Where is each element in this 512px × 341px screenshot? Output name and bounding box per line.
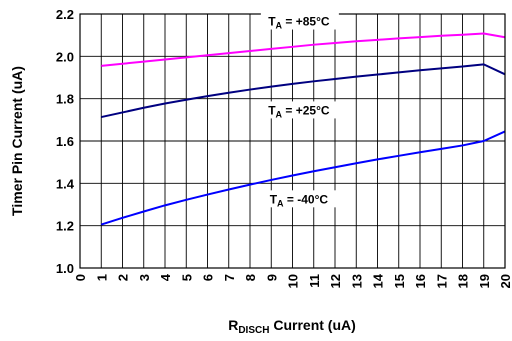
x-tick-label: 6: [201, 274, 216, 281]
x-tick-label: 15: [392, 274, 407, 288]
x-tick-label: 19: [477, 274, 492, 288]
x-tick-label: 14: [371, 273, 386, 288]
y-axis-title: Timer Pin Current (uA): [9, 66, 25, 216]
x-tick-label: 7: [222, 274, 237, 281]
x-tick-label: 1: [94, 274, 109, 281]
series-annotation: TA = -40°C: [260, 190, 339, 208]
annotation-background: [260, 101, 339, 119]
x-tick-label: 13: [349, 274, 364, 288]
annotations: TA = +85°C TA = +25°C TA = -40°C: [260, 12, 339, 208]
x-tick-label: 0: [73, 274, 88, 281]
x-axis-title: RDISCH Current (uA): [228, 317, 356, 336]
series-line: [100, 130, 506, 226]
series-line: [101, 32, 506, 67]
x-tick-label: 16: [413, 274, 428, 288]
x-tick-label: 20: [498, 274, 512, 288]
x-tick-label: 8: [243, 274, 258, 281]
x-axis-title-main: R: [228, 317, 238, 333]
y-tick-label: 1.0: [56, 261, 74, 276]
x-axis-title-rest: Current (uA): [269, 317, 355, 333]
y-tick-label: 2.0: [56, 49, 74, 64]
series-annotation: TA = +85°C: [260, 12, 339, 31]
x-tick-label: 5: [179, 274, 194, 281]
y-tick-labels: 1.0 1.2 1.4 1.6 1.8 2.0 2.2: [56, 7, 75, 276]
annotation-background: [260, 190, 339, 208]
y-tick-label: 1.6: [56, 134, 74, 149]
annotation-label: TA = +25°C: [268, 103, 330, 119]
grid: [79, 13, 506, 269]
x-tick-label: 10: [286, 274, 301, 288]
y-tick-label: 1.4: [56, 176, 75, 191]
series-annotation: TA = +25°C: [260, 101, 339, 119]
x-tick-label: 9: [264, 274, 279, 281]
x-tick-labels: 0 1 2 3 4 5 6 7 8 9 10 11 12 13 14 15 16 17 18 19 20: [73, 273, 512, 288]
x-tick-label: 2: [116, 274, 131, 281]
x-tick-label: 12: [328, 274, 343, 288]
x-axis-title-subscript: DISCH: [238, 325, 269, 336]
x-tick-label: 4: [158, 273, 173, 281]
series-line: [101, 63, 506, 119]
x-tick-label: 3: [137, 274, 152, 281]
x-tick-label: 11: [307, 274, 322, 288]
series-group: [100, 32, 506, 226]
x-tick-label: 18: [456, 274, 471, 288]
annotation-background: [260, 12, 339, 30]
x-tick-label: 17: [434, 274, 449, 288]
y-tick-label: 1.2: [56, 219, 74, 234]
annotation-label: TA = +85°C: [268, 15, 330, 31]
y-tick-label: 2.2: [56, 7, 74, 22]
y-tick-label: 1.8: [56, 92, 74, 107]
annotation-label: TA = -40°C: [270, 192, 329, 208]
